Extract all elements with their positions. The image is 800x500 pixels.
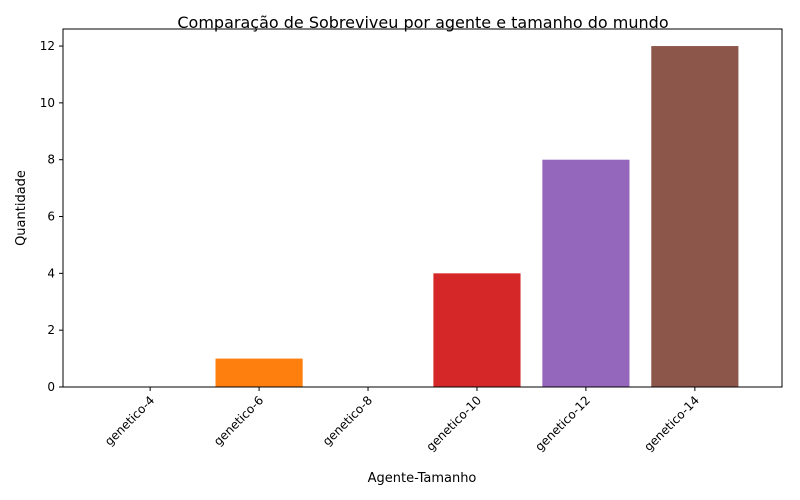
- bar-genetico-6: [215, 358, 303, 387]
- x-tick-label: genetico-6: [211, 393, 266, 448]
- x-tick-label: genetico-12: [532, 393, 593, 454]
- x-tick-label: genetico-14: [641, 393, 702, 454]
- y-tick-label: 0: [47, 380, 55, 394]
- x-axis: genetico-4 genetico-6 genetico-8 genetico-1…: [102, 387, 702, 454]
- bar-genetico-10: [433, 273, 521, 387]
- bars-group: [215, 46, 739, 388]
- chart-title: Comparação de Sobreviveu por agente e ta…: [177, 13, 668, 32]
- y-tick-label: 12: [40, 39, 55, 53]
- y-axis-label: Quantidade: [14, 170, 29, 246]
- x-tick-label: genetico-10: [423, 393, 484, 454]
- y-axis: 0 2 4 6 8 10 12: [40, 39, 63, 394]
- y-tick-label: 10: [40, 96, 55, 110]
- plot-frame: [62, 28, 783, 388]
- x-axis-label: Agente-Tamanho: [368, 471, 477, 486]
- y-tick-label: 4: [47, 266, 55, 280]
- y-tick-label: 6: [47, 210, 55, 224]
- x-tick-label: genetico-8: [320, 393, 375, 448]
- bar-genetico-12: [542, 159, 630, 387]
- y-tick-label: 2: [47, 323, 55, 337]
- y-tick-label: 8: [47, 153, 55, 167]
- bar-genetico-14: [651, 46, 739, 388]
- x-tick-label: genetico-4: [102, 393, 157, 448]
